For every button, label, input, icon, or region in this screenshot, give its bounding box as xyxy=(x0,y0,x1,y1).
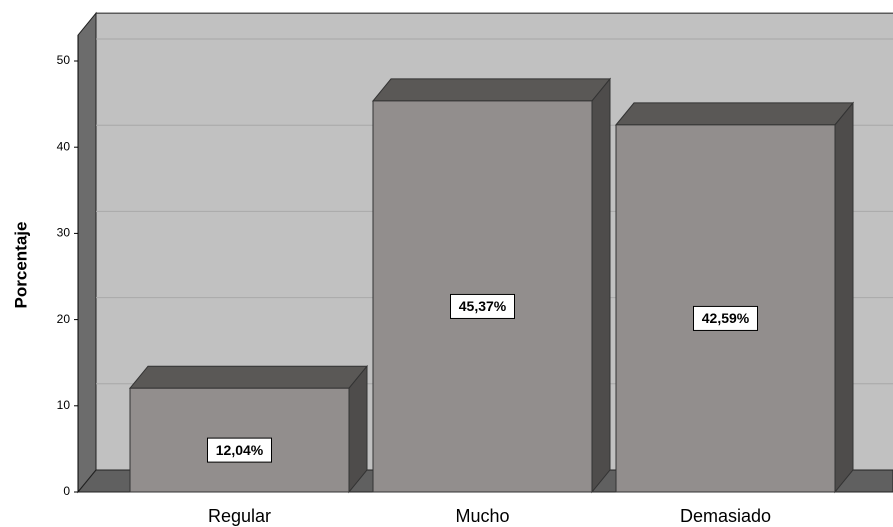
bar-side xyxy=(348,364,368,494)
x-tick-label: Demasiado xyxy=(680,506,771,526)
x-tick-label: Regular xyxy=(208,506,271,526)
y-tick-label: 40 xyxy=(57,139,71,153)
value-label-box xyxy=(693,305,758,331)
y-tick-label: 10 xyxy=(57,398,71,412)
y-tick-label: 0 xyxy=(63,484,70,498)
value-label: 45,37% xyxy=(459,298,507,314)
y-tick-label: 50 xyxy=(57,53,71,67)
x-tick-label: Mucho xyxy=(455,506,509,526)
bar-side xyxy=(834,101,854,494)
y-tick-label: 20 xyxy=(57,312,71,326)
value-label: 42,59% xyxy=(702,310,750,326)
value-label-box xyxy=(207,437,272,463)
value-label: 12,04% xyxy=(216,442,264,458)
bar-top xyxy=(614,102,855,126)
bar-side xyxy=(591,77,611,494)
y-axis-title: Porcentaje xyxy=(11,222,30,309)
left-wall xyxy=(77,11,97,494)
value-label-box xyxy=(450,293,515,319)
y-tick-label: 30 xyxy=(57,226,71,240)
bar-top xyxy=(371,78,612,102)
bar-top xyxy=(128,365,369,389)
